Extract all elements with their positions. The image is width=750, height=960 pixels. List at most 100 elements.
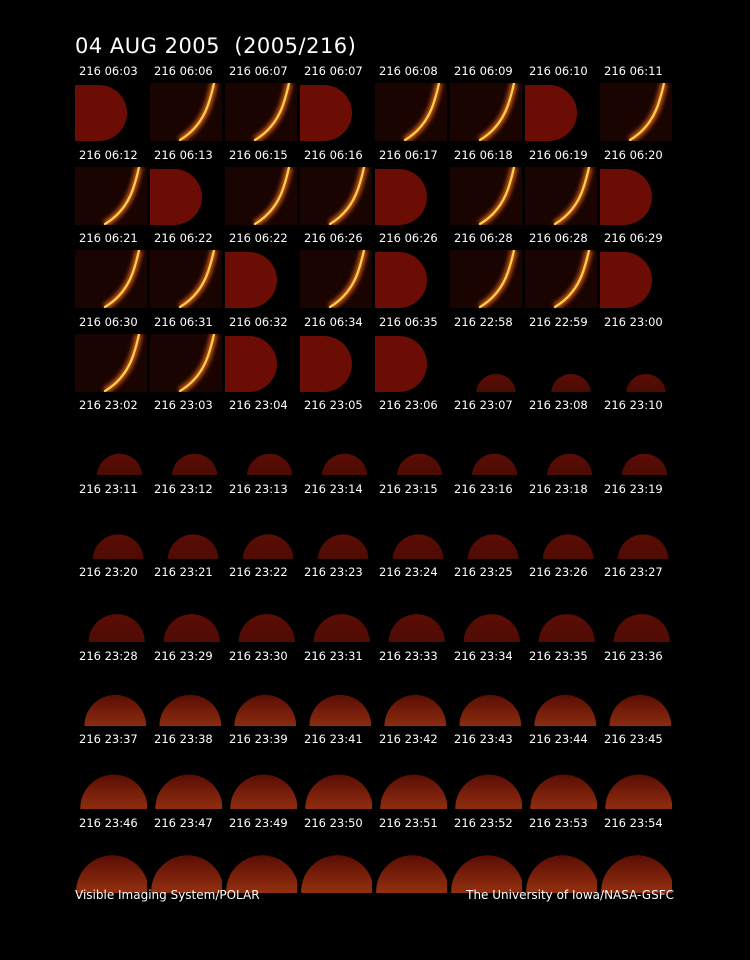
- frame-row: 216 23:28 216 23:29 216 23:30 216 23:31 216 …: [75, 647, 675, 731]
- frame-timestamp: 216 23:19: [604, 481, 663, 496]
- frame-cell: 216 06:28: [525, 229, 600, 313]
- image-grid: 216 06:03 216 06:06 216 06:07 216 06:07 216 …: [75, 62, 675, 897]
- frame-cell: 216 06:07: [300, 62, 375, 146]
- frame-cell: 216 23:51: [375, 814, 450, 898]
- frame-image: [600, 501, 672, 559]
- frame-image: [225, 668, 297, 726]
- frame-cell: 216 23:26: [525, 563, 600, 647]
- frame-cell: 216 23:00: [600, 313, 675, 397]
- frame-cell: 216 06:06: [150, 62, 225, 146]
- frame-timestamp: 216 23:18: [529, 481, 588, 496]
- frame-image: [600, 668, 672, 726]
- frame-timestamp: 216 23:11: [79, 481, 138, 496]
- frame-cell: 216 06:09: [450, 62, 525, 146]
- frame-timestamp: 216 23:14: [304, 481, 363, 496]
- page-title: 04 AUG 2005 (2005/216): [75, 34, 357, 58]
- frame-timestamp: 216 06:13: [154, 147, 213, 162]
- frame-timestamp: 216 23:37: [79, 732, 138, 746]
- frame-cell: 216 06:17: [375, 146, 450, 230]
- frame-cell: 216 06:13: [150, 146, 225, 230]
- frame-cell: 216 06:32: [225, 313, 300, 397]
- frame-timestamp: 216 06:20: [604, 147, 663, 162]
- frame-image: [300, 250, 372, 308]
- frame-timestamp: 216 23:00: [604, 314, 663, 329]
- frame-cell: 216 23:53: [525, 814, 600, 898]
- frame-timestamp: 216 06:07: [229, 64, 288, 78]
- frame-cell: 216 06:19: [525, 146, 600, 230]
- frame-timestamp: 216 23:22: [229, 565, 288, 579]
- frame-timestamp: 216 23:26: [529, 565, 588, 579]
- frame-cell: 216 06:22: [150, 229, 225, 313]
- frame-cell: 216 23:27: [600, 563, 675, 647]
- frame-timestamp: 216 06:26: [379, 231, 438, 245]
- frame-timestamp: 216 22:58: [454, 314, 513, 329]
- frame-image: [375, 584, 447, 642]
- frame-timestamp: 216 06:21: [79, 231, 138, 245]
- frame-cell: 216 06:22: [225, 229, 300, 313]
- frame-cell: 216 23:15: [375, 480, 450, 564]
- frame-cell: 216 23:19: [600, 480, 675, 564]
- frame-image: [150, 83, 222, 141]
- frame-image: [225, 835, 297, 893]
- frame-image: [375, 250, 447, 308]
- frame-image: [375, 167, 447, 225]
- frame-image: [375, 501, 447, 559]
- frame-cell: 216 23:37: [75, 730, 150, 814]
- frame-image: [75, 333, 147, 392]
- frame-image: [225, 751, 297, 809]
- frame-cell: 216 06:30: [75, 313, 150, 397]
- frame-timestamp: 216 06:22: [229, 231, 288, 245]
- frame-timestamp: 216 23:38: [154, 732, 213, 746]
- frame-image: [225, 166, 297, 225]
- frame-image: [525, 166, 597, 225]
- frame-image: [450, 166, 522, 225]
- frame-cell: 216 23:33: [375, 647, 450, 731]
- frame-row: 216 06:30 216 06:31 216 06:32 216 06:34 216 …: [75, 313, 675, 397]
- frame-timestamp: 216 23:04: [229, 398, 288, 412]
- frame-cell: 216 23:25: [450, 563, 525, 647]
- frame-image: [75, 668, 147, 726]
- frame-image: [600, 334, 672, 392]
- frame-cell: 216 23:36: [600, 647, 675, 731]
- frame-cell: 216 06:26: [300, 229, 375, 313]
- frame-image: [150, 584, 222, 642]
- frame-cell: 216 23:43: [450, 730, 525, 814]
- frame-cell: 216 23:07: [450, 396, 525, 480]
- frame-timestamp: 216 06:17: [379, 147, 438, 162]
- frame-timestamp: 216 06:08: [379, 64, 438, 78]
- frame-timestamp: 216 23:29: [154, 648, 213, 663]
- frame-timestamp: 216 23:24: [379, 565, 438, 579]
- frame-row: 216 23:37 216 23:38 216 23:39 216 23:41 216 …: [75, 730, 675, 814]
- frame-image: [225, 83, 297, 141]
- frame-image: [75, 501, 147, 559]
- frame-image: [300, 835, 372, 893]
- frame-timestamp: 216 23:51: [379, 815, 438, 830]
- frame-cell: 216 23:44: [525, 730, 600, 814]
- frame-cell: 216 23:45: [600, 730, 675, 814]
- frame-timestamp: 216 23:34: [454, 648, 513, 663]
- frame-image: [75, 751, 147, 809]
- frame-cell: 216 23:31: [300, 647, 375, 731]
- frame-timestamp: 216 23:33: [379, 648, 438, 663]
- frame-timestamp: 216 06:28: [454, 231, 513, 245]
- frame-cell: 216 06:08: [375, 62, 450, 146]
- frame-image: [375, 83, 447, 141]
- frame-image: [75, 584, 147, 642]
- frame-image: [150, 417, 222, 475]
- frame-image: [150, 501, 222, 559]
- frame-timestamp: 216 23:50: [304, 815, 363, 830]
- frame-timestamp: 216 23:36: [604, 648, 663, 663]
- frame-timestamp: 216 23:27: [604, 565, 663, 579]
- frame-timestamp: 216 06:18: [454, 147, 513, 162]
- frame-timestamp: 216 23:21: [154, 565, 213, 579]
- frame-image: [150, 751, 222, 809]
- frame-cell: 216 23:06: [375, 396, 450, 480]
- frame-cell: 216 23:41: [300, 730, 375, 814]
- frame-cell: 216 06:15: [225, 146, 300, 230]
- frame-cell: 216 23:05: [300, 396, 375, 480]
- frame-timestamp: 216 23:12: [154, 481, 213, 496]
- frame-image: [450, 250, 522, 308]
- frame-timestamp: 216 06:28: [529, 231, 588, 245]
- frame-row: 216 06:21 216 06:22 216 06:22 216 06:26 216 …: [75, 229, 675, 313]
- frame-timestamp: 216 23:13: [229, 481, 288, 496]
